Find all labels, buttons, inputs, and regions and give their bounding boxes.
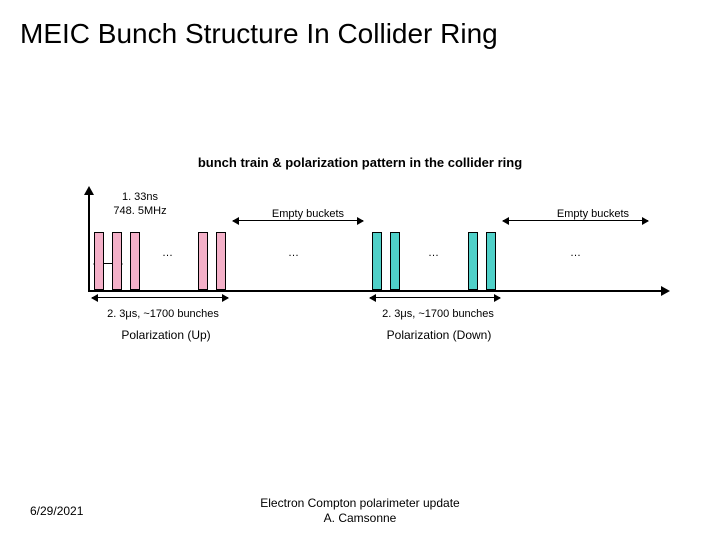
- empty-buckets-label: Empty buckets: [528, 208, 658, 226]
- footer-line1: Electron Compton polarimeter update: [260, 496, 459, 510]
- bunch-down: [468, 232, 478, 290]
- y-axis-arrow: [84, 186, 94, 195]
- ellipsis: …: [162, 247, 173, 259]
- x-axis: [88, 290, 668, 292]
- bunch-diagram: 1. 33ns 748. 5MHz … Empty buckets … … Em…: [88, 200, 668, 320]
- bunch-up: [94, 232, 104, 290]
- ellipsis: …: [288, 247, 299, 259]
- bunch-up: [216, 232, 226, 290]
- polarization-down-label: Polarization (Down): [374, 328, 504, 342]
- bunch-up: [198, 232, 208, 290]
- bunch-down: [390, 232, 400, 290]
- train-span-label: 2. 3μs, ~1700 bunches: [372, 308, 504, 320]
- empty-gap-arrow: [503, 220, 648, 221]
- train-span-arrow: [92, 297, 228, 298]
- page-title: MEIC Bunch Structure In Collider Ring: [20, 18, 498, 50]
- bunch-spacing: 1. 33ns: [122, 191, 158, 203]
- y-axis: [88, 188, 90, 292]
- bunch-timing-label: 1. 33ns 748. 5MHz: [100, 190, 180, 218]
- footer-line2: A. Camsonne: [324, 511, 397, 525]
- train-span-label: 2. 3μs, ~1700 bunches: [98, 308, 228, 320]
- x-axis-arrow: [661, 286, 670, 296]
- empty-buckets-label: Empty buckets: [243, 208, 373, 226]
- diagram-subtitle: bunch train & polarization pattern in th…: [0, 155, 720, 170]
- ellipsis: …: [428, 247, 439, 259]
- bunch-up: [130, 232, 140, 290]
- train-span-arrow: [370, 297, 500, 298]
- empty-gap-arrow: [233, 220, 363, 221]
- bunch-down: [372, 232, 382, 290]
- bunch-down: [486, 232, 496, 290]
- polarization-up-label: Polarization (Up): [106, 328, 226, 342]
- bunch-up: [112, 232, 122, 290]
- footer-center: Electron Compton polarimeter update A. C…: [0, 496, 720, 526]
- bunch-frequency: 748. 5MHz: [113, 205, 166, 217]
- ellipsis: …: [570, 247, 581, 259]
